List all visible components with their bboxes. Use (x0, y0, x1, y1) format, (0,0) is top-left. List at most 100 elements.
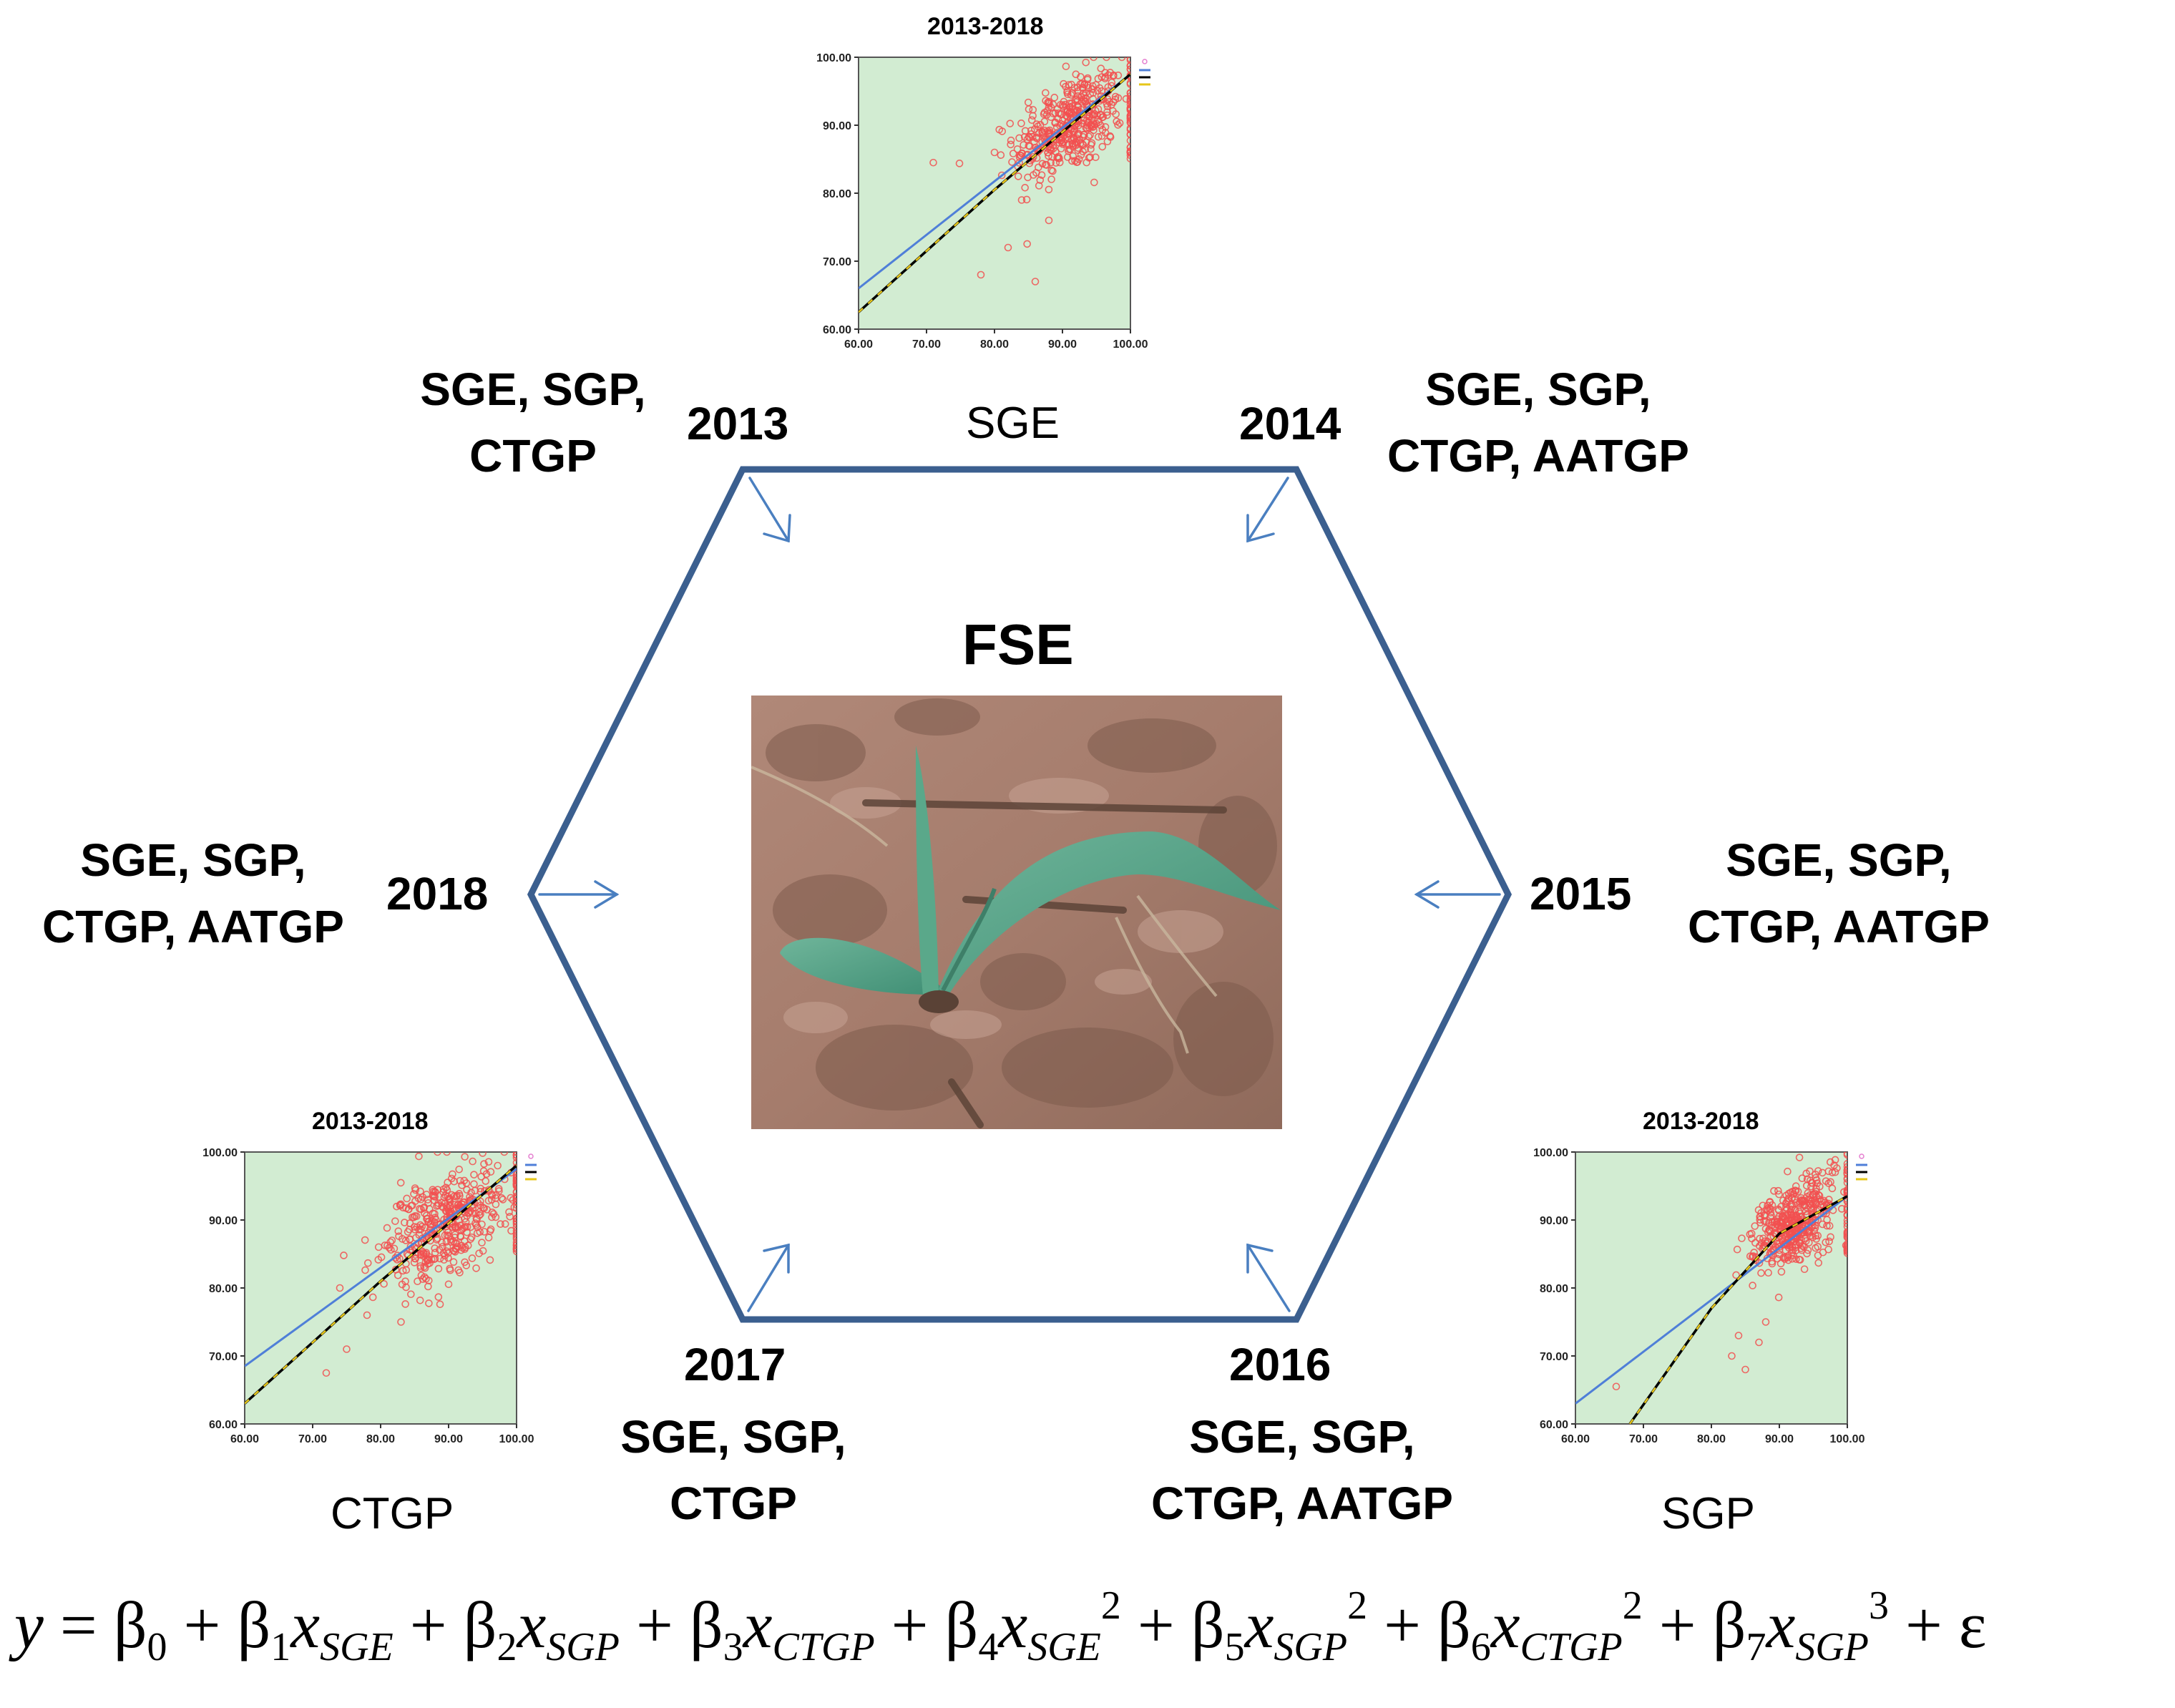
data-point (1094, 133, 1103, 141)
data-point (1843, 1216, 1847, 1224)
y-tick-label: 90.00 (1540, 1215, 1568, 1227)
data-point (1774, 1293, 1783, 1302)
data-point (416, 1296, 424, 1304)
data-point (1040, 109, 1049, 117)
data-point (1045, 185, 1053, 194)
data-point (512, 1214, 517, 1223)
data-point (512, 1189, 517, 1196)
y-tick-label: 90.00 (823, 120, 851, 132)
data-point (1784, 1251, 1792, 1260)
eq-term5: β5xSGP2 (1191, 1583, 1368, 1669)
data-point (1093, 87, 1102, 95)
data-point (1819, 1196, 1828, 1205)
plot-points (1575, 1152, 1847, 1424)
data-point (480, 1228, 489, 1236)
arrow-2014 (1246, 477, 1289, 543)
features-2013-line2: CTGP (469, 429, 597, 482)
plot-ctgp: 60.00 60.00 70.00 70.00 80.00 80.00 90.00 90.00… (202, 1147, 537, 1445)
data-point (512, 1226, 517, 1235)
data-point (1800, 1265, 1809, 1274)
data-point (401, 1277, 409, 1285)
data-point (512, 1233, 517, 1241)
data-point (479, 1152, 487, 1157)
data-point (512, 1239, 517, 1246)
data-point (1030, 171, 1037, 179)
data-point (449, 1246, 458, 1255)
features-2014: SGE, SGP, CTGP, AATGP (1381, 356, 1696, 489)
data-point (442, 1184, 450, 1192)
data-point (1055, 158, 1064, 167)
data-point (1799, 1201, 1807, 1209)
data-point (1789, 1232, 1798, 1240)
data-point (1025, 142, 1033, 150)
data-point (441, 1251, 449, 1260)
eq-term4: β4xSGE2 (944, 1583, 1121, 1669)
fit-line-nonlinear (1628, 1195, 1847, 1424)
data-point (1082, 117, 1091, 125)
data-point (1090, 178, 1098, 187)
legend-point-mark (528, 1153, 534, 1159)
data-point (1042, 161, 1051, 169)
data-point (1103, 111, 1111, 119)
data-point (1057, 136, 1066, 144)
data-point (401, 1300, 409, 1308)
data-point (1748, 1234, 1756, 1243)
data-point (997, 151, 1005, 160)
data-point (1065, 81, 1073, 89)
data-point (406, 1235, 414, 1244)
data-point (1040, 117, 1049, 126)
data-point (1063, 88, 1071, 97)
x-tick-label: 80.00 (366, 1433, 395, 1445)
features-2015: SGE, SGP, CTGP, AATGP (1681, 827, 1996, 960)
data-point (469, 1157, 476, 1166)
data-point (451, 1224, 459, 1232)
data-point (399, 1267, 407, 1275)
data-point (431, 1210, 439, 1218)
data-point (484, 1158, 493, 1166)
data-point (388, 1236, 396, 1244)
data-point (431, 1193, 439, 1201)
data-point (929, 158, 937, 167)
data-point (473, 1229, 482, 1237)
x-tick-label: 100.00 (1113, 338, 1148, 351)
data-point (1050, 144, 1058, 152)
data-point (1765, 1205, 1774, 1213)
data-point (1843, 1186, 1847, 1195)
data-point (1074, 102, 1082, 110)
data-point (1014, 172, 1022, 180)
data-point (1827, 1233, 1834, 1241)
data-point (404, 1228, 412, 1236)
data-point (1060, 79, 1067, 88)
data-point (374, 1243, 383, 1251)
data-point (446, 1264, 454, 1273)
data-point (1126, 71, 1130, 79)
data-point (483, 1206, 491, 1214)
eq-plus: + (409, 1589, 447, 1661)
data-point (1126, 151, 1130, 160)
data-point (1732, 1271, 1740, 1279)
eq-term6: β6xCTGP2 (1437, 1583, 1643, 1669)
data-point (1728, 1352, 1736, 1360)
data-point (436, 1246, 444, 1254)
year-2014: 2014 (1239, 398, 1341, 449)
x-tick-label: 90.00 (1048, 338, 1077, 351)
data-point (1058, 101, 1067, 109)
data-point (1757, 1269, 1765, 1277)
data-point (1766, 1213, 1774, 1221)
features-2013: SGE, SGP, CTGP (415, 356, 651, 489)
year-2018: 2018 (386, 868, 489, 919)
data-point (1746, 1230, 1754, 1239)
arrow-2015 (1414, 880, 1501, 909)
hexagon (527, 466, 1512, 1323)
data-point (1843, 1178, 1847, 1187)
y-tick-label: 80.00 (823, 188, 851, 200)
fit-line-linear (245, 1168, 517, 1367)
data-point (494, 1161, 502, 1170)
data-point (501, 1220, 509, 1228)
data-point (1780, 1214, 1788, 1222)
eq-plus: + (1658, 1589, 1696, 1661)
data-point (1766, 1209, 1775, 1217)
data-point (467, 1233, 476, 1241)
data-point (1814, 1231, 1822, 1240)
